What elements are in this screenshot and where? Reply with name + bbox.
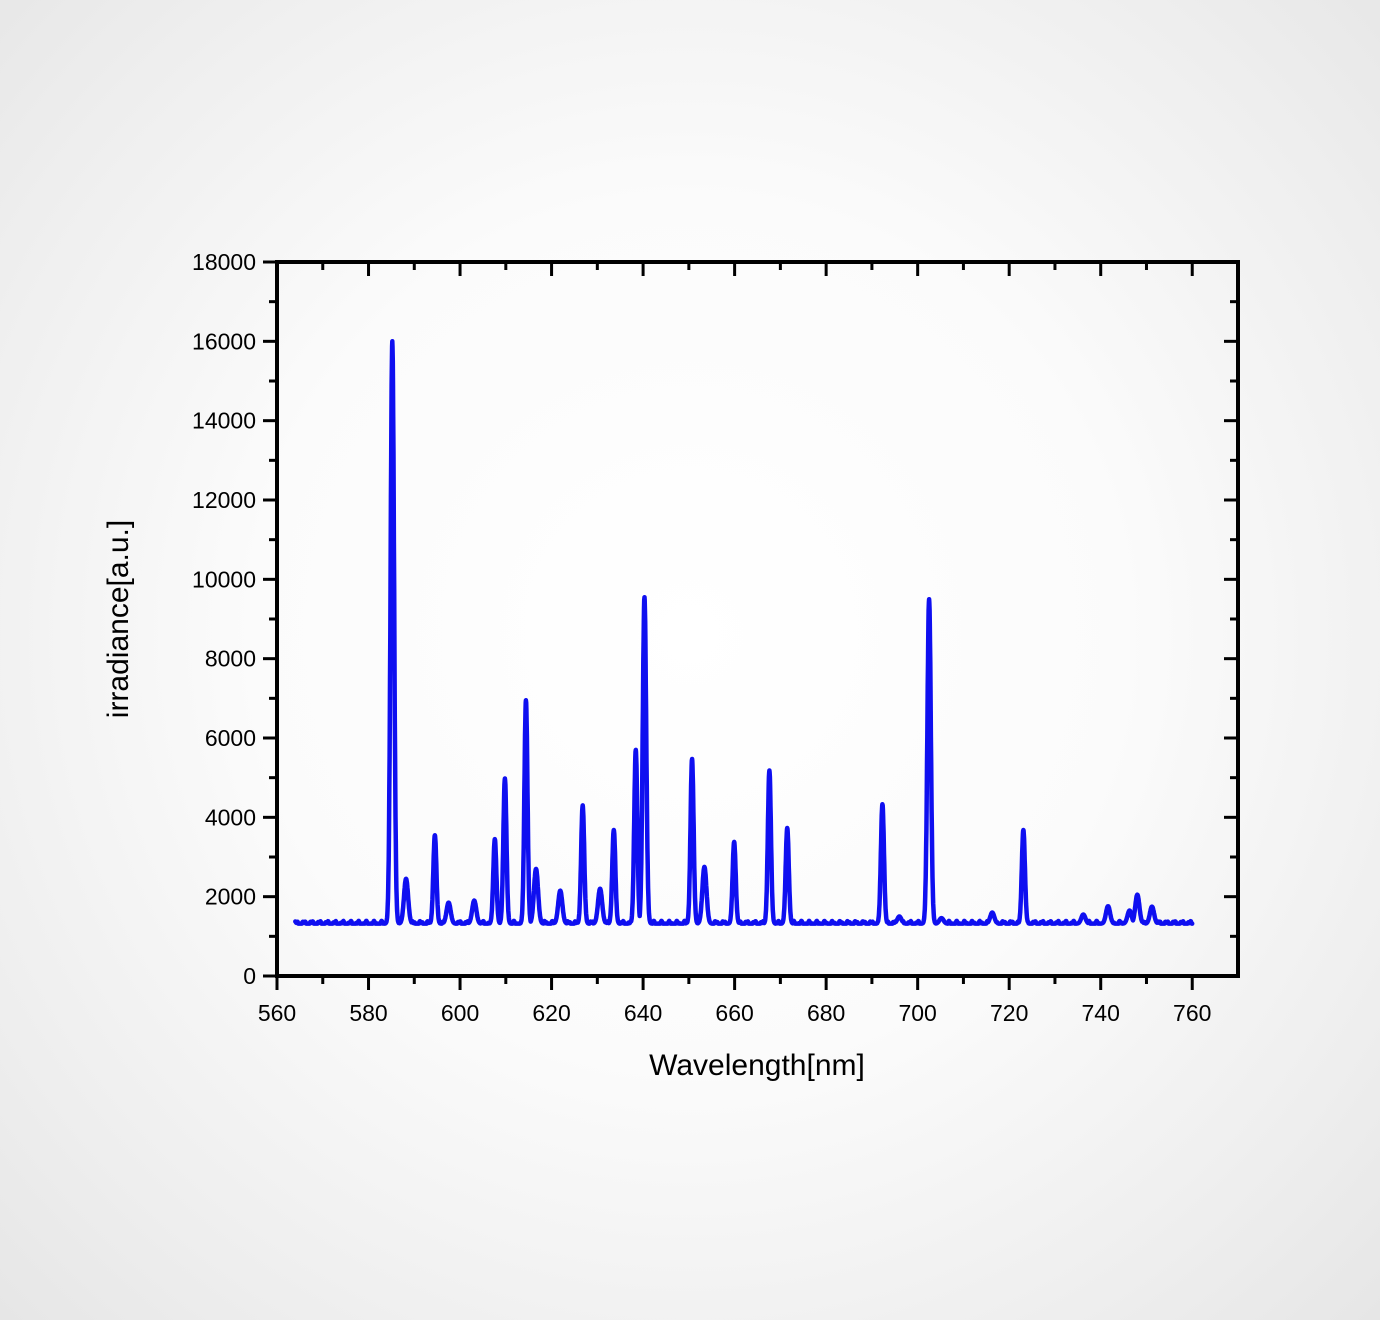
x-tick-label: 560 xyxy=(258,1000,296,1026)
x-axis-ticks: 560 580 600 620 640 660 680 700 720 740 760 xyxy=(258,262,1211,1026)
y-tick-label: 2000 xyxy=(205,884,256,910)
y-tick-label: 14000 xyxy=(192,408,256,434)
y-tick-label: 18000 xyxy=(192,249,256,275)
y-tick-label: 0 xyxy=(243,963,256,989)
x-tick-label: 740 xyxy=(1082,1000,1120,1026)
x-axis-title: Wavelength[nm] xyxy=(649,1049,865,1082)
x-tick-label: 700 xyxy=(898,1000,936,1026)
y-tick-label: 16000 xyxy=(192,328,256,354)
x-tick-label: 640 xyxy=(624,1000,662,1026)
spectrum-line xyxy=(293,339,1195,926)
x-tick-label: 580 xyxy=(349,1000,387,1026)
x-tick-label: 760 xyxy=(1173,1000,1211,1026)
y-axis-title: irradiance[a.u.] xyxy=(102,520,135,718)
y-tick-label: 6000 xyxy=(205,725,256,751)
x-tick-label: 620 xyxy=(532,1000,570,1026)
y-tick-label: 12000 xyxy=(192,487,256,513)
x-tick-label: 660 xyxy=(715,1000,753,1026)
x-tick-label: 720 xyxy=(990,1000,1028,1026)
y-tick-label: 4000 xyxy=(205,804,256,830)
y-tick-label: 10000 xyxy=(192,566,256,592)
plot-frame xyxy=(275,260,1240,978)
y-axis-ticks: 0 2000 4000 6000 8000 10000 12000 14000 16000 180… xyxy=(192,249,1238,989)
x-tick-label: 600 xyxy=(441,1000,479,1026)
y-tick-label: 8000 xyxy=(205,646,256,672)
x-tick-label: 680 xyxy=(807,1000,845,1026)
